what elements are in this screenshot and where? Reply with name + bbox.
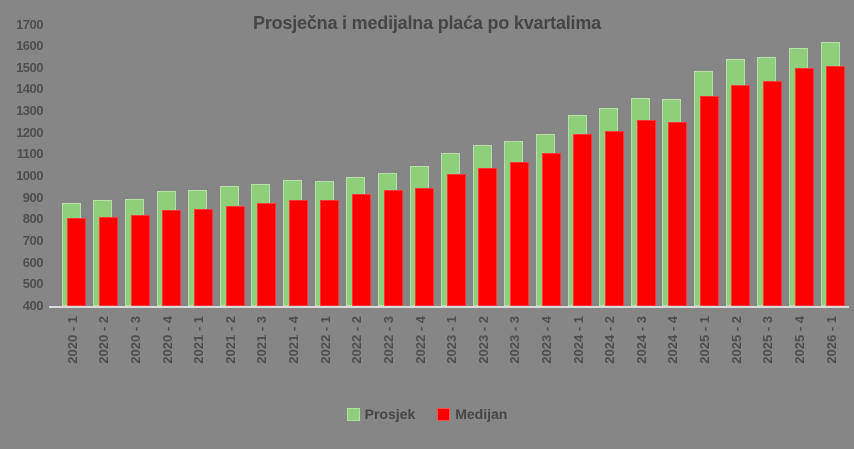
x-axis-label-2024-2: 2024 - 2: [602, 316, 618, 364]
x-axis-label-2025-2: 2025 - 2: [728, 316, 744, 364]
x-axis-label-2021-1: 2021 - 1: [191, 316, 207, 364]
chart-title: Prosječna i medijalna plaća po kvartalim…: [253, 13, 601, 33]
x-axis-label-2022-2: 2022 - 2: [349, 316, 365, 364]
x-axis-label-2020-4: 2020 - 4: [159, 316, 175, 364]
bar-medijan-2025-2: [731, 85, 751, 306]
bar-medijan-2021-1: [193, 208, 213, 306]
legend-swatch-medijan-icon: [437, 407, 451, 421]
legend-label-medijan: Medijan: [455, 406, 508, 422]
y-tick-label-1700: 1700: [16, 16, 43, 32]
bar-medijan-2025-3: [763, 80, 783, 306]
y-tick-label-1100: 1100: [16, 146, 44, 162]
x-axis-label-2021-2: 2021 - 2: [222, 316, 238, 364]
bar-medijan-2025-1: [699, 95, 719, 306]
x-axis-label-2023-3: 2023 - 3: [507, 316, 523, 364]
bar-medijan-2021-2: [225, 206, 245, 306]
legend-item-medijan: Medijan: [437, 406, 507, 422]
y-tick-label-1500: 1500: [16, 59, 43, 75]
y-tick-label-500: 500: [22, 276, 44, 292]
bar-medijan-2023-1: [446, 173, 466, 306]
legend: Prosjek Medijan: [0, 406, 854, 422]
legend-swatch-prosjek-icon: [346, 407, 360, 421]
x-axis-label-2022-4: 2022 - 4: [412, 316, 428, 364]
bar-medijan-2026-1: [826, 65, 846, 306]
bar-medijan-2020-2: [99, 217, 119, 306]
y-tick-label-700: 700: [22, 233, 44, 249]
bar-medijan-2020-3: [130, 215, 150, 306]
y-tick-label-900: 900: [22, 189, 44, 205]
x-axis-label-2023-1: 2023 - 1: [444, 316, 460, 364]
x-axis-label-2022-3: 2022 - 3: [380, 316, 396, 364]
bar-medijan-2024-4: [668, 121, 688, 306]
y-tick-label-1400: 1400: [16, 81, 43, 97]
x-axis-label-2020-1: 2020 - 1: [64, 316, 80, 364]
bar-medijan-2022-3: [383, 190, 403, 306]
x-axis-label-2025-1: 2025 - 1: [697, 316, 713, 364]
bar-medijan-2023-2: [478, 168, 498, 306]
y-tick-label-600: 600: [22, 254, 44, 270]
x-axis-label-2023-2: 2023 - 2: [475, 316, 491, 364]
x-axis-label-2024-3: 2024 - 3: [633, 316, 649, 364]
bar-medijan-2023-4: [541, 153, 561, 306]
x-axis-label-2026-1: 2026 - 1: [823, 316, 839, 364]
x-axis-label-2022-1: 2022 - 1: [317, 316, 333, 364]
x-axis-label-2025-3: 2025 - 3: [760, 316, 776, 364]
y-tick-label-1300: 1300: [16, 103, 43, 119]
x-axis-label-2025-4: 2025 - 4: [791, 316, 807, 364]
y-tick-label-800: 800: [22, 211, 44, 227]
bar-medijan-2023-3: [510, 162, 530, 306]
x-axis-label-2021-3: 2021 - 3: [254, 316, 270, 364]
bar-medijan-2021-3: [257, 203, 277, 306]
y-tick-label-1000: 1000: [16, 168, 43, 184]
bar-medijan-2025-4: [794, 67, 814, 306]
bar-medijan-2020-4: [162, 209, 182, 306]
legend-label-prosjek: Prosjek: [364, 406, 416, 422]
x-axis-label-2021-4: 2021 - 4: [286, 316, 302, 364]
bar-medijan-2024-1: [573, 133, 593, 306]
bar-medijan-2022-2: [351, 194, 371, 306]
y-tick-label-400: 400: [22, 298, 44, 313]
bar-medijan-2022-1: [320, 199, 340, 306]
x-axis-label-2024-1: 2024 - 1: [570, 316, 586, 364]
y-tick-label-1600: 1600: [16, 38, 43, 54]
x-axis-label-2024-4: 2024 - 4: [665, 316, 681, 364]
x-axis-label-2023-4: 2023 - 4: [539, 316, 554, 364]
legend-item-prosjek: Prosjek: [346, 406, 416, 422]
x-axis-label-2020-3: 2020 - 3: [127, 316, 143, 364]
y-tick-label-1200: 1200: [16, 124, 43, 140]
bar-medijan-2024-3: [636, 119, 656, 306]
bar-medijan-2022-4: [415, 187, 435, 306]
bar-medijan-2021-4: [288, 199, 308, 306]
bar-medijan-2020-1: [67, 218, 87, 306]
bar-medijan-2024-2: [604, 130, 624, 306]
x-axis-label-2020-2: 2020 - 2: [96, 316, 112, 364]
x-axis-line: [49, 306, 849, 308]
